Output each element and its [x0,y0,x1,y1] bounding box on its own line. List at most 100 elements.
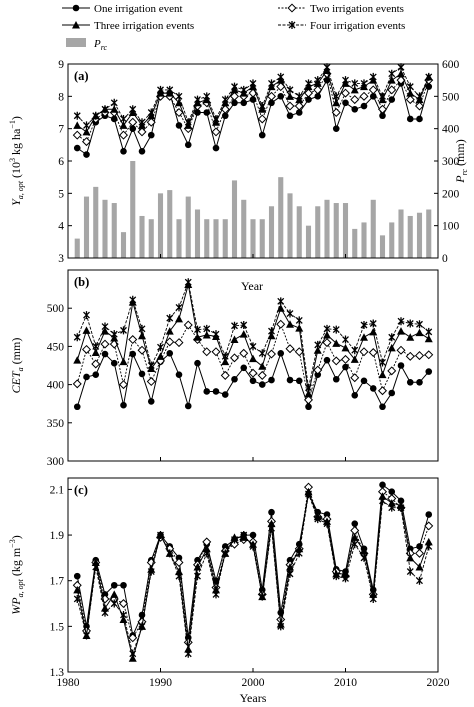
data-point-star [305,489,312,498]
plot-frame [67,477,439,673]
data-point-triangle [221,357,230,366]
x-tick-label: 2010 [334,677,357,689]
data-point-circle [286,112,294,120]
prc-bar [231,180,238,258]
data-point-circle [351,391,359,399]
data-point-star [342,335,349,344]
data-point-circle [295,377,303,385]
data-point-circle [231,99,238,107]
y2-tick-label: 500 [442,91,460,103]
data-point-circle [221,391,229,398]
data-point-diamond [285,344,295,354]
data-point-diamond [294,101,304,111]
data-point-star [425,327,433,336]
panels: 3 4 5 6 7 8 9 0 100 200 300 400 500 600 (a) Ya, opt (10… [8,59,469,705]
data-point-diamond [239,348,249,358]
data-point-diamond [220,370,230,380]
data-point-star [120,326,127,335]
data-point-star [240,85,248,94]
data-point-circle [332,375,340,383]
data-point-diamond [118,599,129,609]
data-point-star [212,330,220,339]
data-point-star [231,321,238,330]
data-point-star [194,572,201,581]
data-point-circle [120,148,127,155]
data-point-star [203,92,211,101]
data-point-circle [379,112,386,120]
data-point-triangle [341,343,350,352]
panel-annotation: Year [241,279,263,293]
data-point-circle [101,591,109,598]
data-point-star [110,330,118,339]
data-point-circle [314,371,322,378]
data-point-star [416,576,423,585]
prc-bar [370,199,376,258]
data-point-triangle [276,304,285,312]
data-point-star [249,542,257,551]
data-point-diamond [174,107,184,118]
y-tick-label: 9 [58,59,64,71]
data-point-star [416,92,423,101]
data-point-star [286,309,294,318]
data-point-triangle [175,98,183,107]
data-point-circle [258,131,266,139]
data-point-triangle [424,537,433,546]
data-point-diamond [276,319,286,329]
data-point-star [194,325,201,334]
prc-bar [102,199,108,258]
data-point-star [231,535,238,544]
data-point-circle [268,508,275,516]
data-point-circle [342,363,349,371]
data-point-star [166,314,174,323]
data-point-diamond [118,380,129,390]
y-tick-label: 400 [47,380,65,392]
data-point-diamond [303,88,314,98]
data-point-star [221,549,229,558]
data-point-star [425,542,433,551]
prc-bar [204,219,210,258]
data-point-circle [249,377,257,385]
prc-bar [379,235,386,258]
data-point-triangle [175,567,183,576]
data-point-star [221,95,229,104]
data-point-triangle [332,339,341,347]
data-point-diamond [229,353,240,363]
prc-bar [407,215,413,258]
data-point-star [305,79,312,88]
prc-bar [213,219,219,258]
data-point-circle [406,379,414,386]
prc-bar [222,219,228,258]
data-point-triangle [119,121,128,129]
data-point-circle [416,543,423,550]
data-point-triangle [397,69,405,78]
data-point-star [416,320,423,329]
data-point-diamond [387,366,397,376]
data-point-circle [277,93,285,100]
data-point-circle [286,376,294,384]
legend-label-one: One irrigation event [94,3,183,15]
y2-tick-label: 100 [442,221,460,233]
data-point-circle [101,350,109,358]
data-point-star [157,343,164,352]
data-point-triangle [378,492,387,500]
data-point-triangle [73,356,82,364]
data-point-diamond [128,117,138,127]
data-point-triangle [73,585,82,594]
y2-tick-label: 200 [442,188,460,200]
data-point-circle [138,148,146,155]
data-point-star [83,121,90,130]
data-point-circle [351,520,359,527]
data-point-circle [416,115,423,123]
data-point-star [147,361,155,370]
prc-bar [324,199,330,258]
series-line-star [76,280,430,388]
data-point-diamond [414,351,425,361]
y-tick-label: 2.1 [50,484,65,496]
data-point-star [277,72,285,81]
data-point-star [120,114,127,123]
data-point-triangle [286,92,294,100]
prc-bar [259,219,265,258]
prc-bar [111,203,117,258]
legend-label-two: Two irrigation events [310,3,404,15]
data-point-diamond [340,354,351,364]
